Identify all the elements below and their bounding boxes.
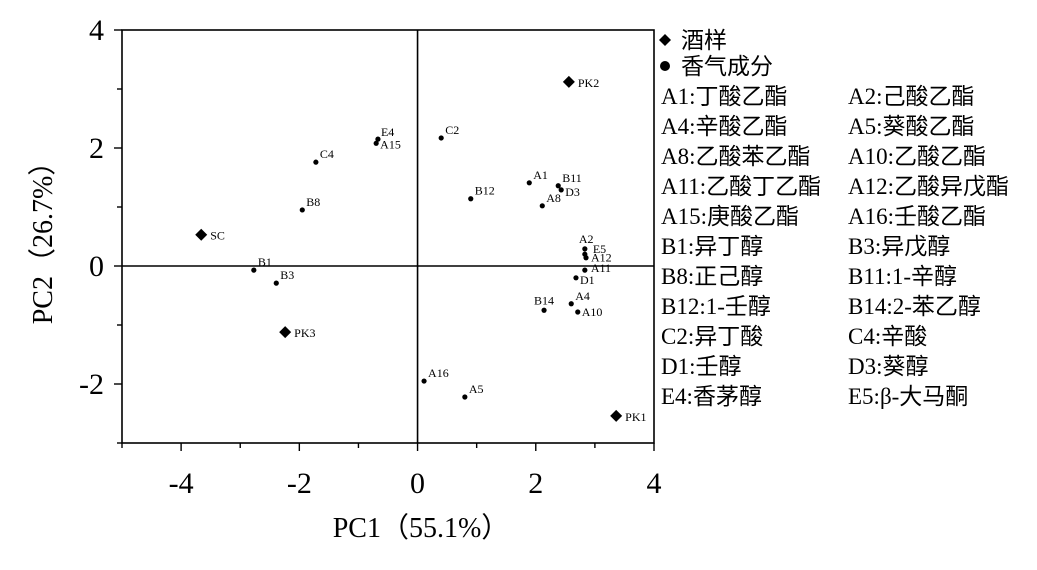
x-tick-label: 2 — [528, 467, 543, 500]
code-key-entry: A11:乙酸丁乙酯 — [661, 174, 821, 199]
point-label-sc: SC — [210, 229, 225, 243]
point-label-b1: B1 — [258, 255, 272, 269]
y-tick-label: 0 — [89, 250, 104, 283]
component-point-a2 — [582, 246, 588, 252]
point-label-b14: B14 — [534, 293, 554, 307]
code-key-entry: A16:壬酸乙酯 — [848, 204, 986, 229]
code-key-entry: B8:正己醇 — [661, 264, 763, 289]
code-key-entry: A12:乙酸异戊酯 — [848, 174, 1009, 199]
component-point-c2 — [438, 135, 444, 141]
code-key-entry: D3:葵醇 — [848, 354, 929, 379]
point-label-a15: A15 — [380, 137, 401, 151]
code-key-entry: C4:辛酸 — [848, 324, 927, 349]
point-label-a2: A2 — [579, 232, 594, 246]
component-point-a5 — [462, 394, 468, 400]
code-key-entry: A10:乙酸乙酯 — [848, 144, 986, 169]
x-tick-label: 4 — [647, 467, 662, 500]
point-label-d3: D3 — [565, 185, 580, 199]
code-key-entry: A4:辛酸乙酯 — [661, 114, 788, 139]
component-point-e4 — [375, 136, 381, 142]
data-points — [195, 75, 623, 422]
point-label-a16: A16 — [428, 366, 449, 380]
code-key-entry: B11:1-辛醇 — [848, 264, 957, 289]
y-tick-label: -2 — [79, 368, 104, 401]
point-label-a12: A12 — [591, 251, 612, 265]
code-key-entry: A8:乙酸苯乙酯 — [661, 144, 811, 169]
legend-label: 酒样 — [681, 28, 727, 53]
component-point-a15 — [373, 140, 379, 146]
code-key-entry: A2:己酸乙酯 — [848, 84, 975, 109]
component-point-b1 — [251, 267, 257, 273]
y-tick-label: 2 — [89, 132, 104, 165]
code-key-entry: C2:异丁酸 — [661, 324, 763, 349]
component-point-a16 — [421, 378, 427, 384]
code-key-entry: B14:2-苯乙醇 — [848, 294, 981, 319]
component-point-b11 — [555, 183, 561, 189]
point-label-pk1: PK1 — [625, 410, 646, 424]
component-point-d1 — [573, 275, 579, 281]
code-key-entry: E4:香茅醇 — [661, 384, 762, 409]
component-point-a12 — [583, 255, 589, 261]
code-key-entry: B1:异丁醇 — [661, 234, 763, 259]
component-point-a11 — [582, 267, 588, 273]
point-label-a8: A8 — [546, 191, 561, 205]
y-tick-label: 4 — [89, 14, 104, 47]
point-label-d1: D1 — [580, 273, 595, 287]
point-label-a11: A11 — [591, 261, 611, 275]
code-key-entry: E5:β-大马酮 — [848, 384, 968, 409]
point-label-a4: A4 — [575, 289, 590, 303]
plot-border — [121, 29, 655, 444]
code-key-entry: A1:丁酸乙酯 — [661, 84, 788, 109]
code-key-entry: A5:葵酸乙酯 — [848, 114, 975, 139]
sample-point-sc — [195, 228, 208, 241]
component-point-b14 — [541, 307, 547, 313]
point-label-pk3: PK3 — [294, 326, 315, 340]
point-label-a5: A5 — [469, 382, 484, 396]
component-point-a1 — [526, 180, 532, 186]
x-axis-label: PC1（55.1%） — [333, 512, 510, 544]
point-label-c2: C2 — [445, 123, 459, 137]
legend-label: 香气成分 — [681, 54, 773, 79]
point-label-e4: E4 — [381, 125, 394, 139]
legend-diamond-icon — [659, 34, 671, 46]
y-axis-label: PC2（26.7%） — [27, 148, 59, 325]
point-label-b3: B3 — [280, 268, 294, 282]
component-point-a4 — [568, 301, 574, 307]
code-key-entry: B3:异戊醇 — [848, 234, 950, 259]
component-point-b3 — [273, 280, 279, 286]
point-label-e5: E5 — [593, 242, 606, 256]
plot-frame — [121, 29, 655, 444]
sample-point-pk3 — [279, 326, 292, 339]
point-label-b12: B12 — [475, 184, 495, 198]
component-point-d3 — [558, 187, 564, 193]
point-label-a1: A1 — [533, 168, 548, 182]
code-key-entry: D1:壬醇 — [661, 354, 742, 379]
component-point-c4 — [313, 159, 319, 165]
legend-circle-icon — [660, 61, 670, 71]
sample-point-pk2 — [562, 75, 575, 88]
x-tick-label: 0 — [410, 467, 425, 500]
axis-ticks: -4 -2 0 2 4 -2 0 2 4 — [79, 14, 662, 500]
point-label-pk2: PK2 — [578, 76, 599, 90]
point-label-b11: B11 — [562, 171, 582, 185]
code-key-entry: B12:1-壬醇 — [661, 294, 771, 319]
sample-point-pk1 — [610, 409, 623, 422]
component-point-b12 — [468, 196, 474, 202]
point-label-b8: B8 — [306, 195, 320, 209]
point-label-a10: A10 — [582, 305, 603, 319]
point-label-c4: C4 — [320, 147, 334, 161]
component-point-a8 — [539, 203, 545, 209]
x-tick-label: -2 — [287, 467, 312, 500]
component-point-b8 — [299, 207, 305, 213]
code-key-entry: A15:庚酸乙酯 — [661, 204, 799, 229]
component-point-a10 — [575, 309, 581, 315]
x-tick-label: -4 — [169, 467, 194, 500]
